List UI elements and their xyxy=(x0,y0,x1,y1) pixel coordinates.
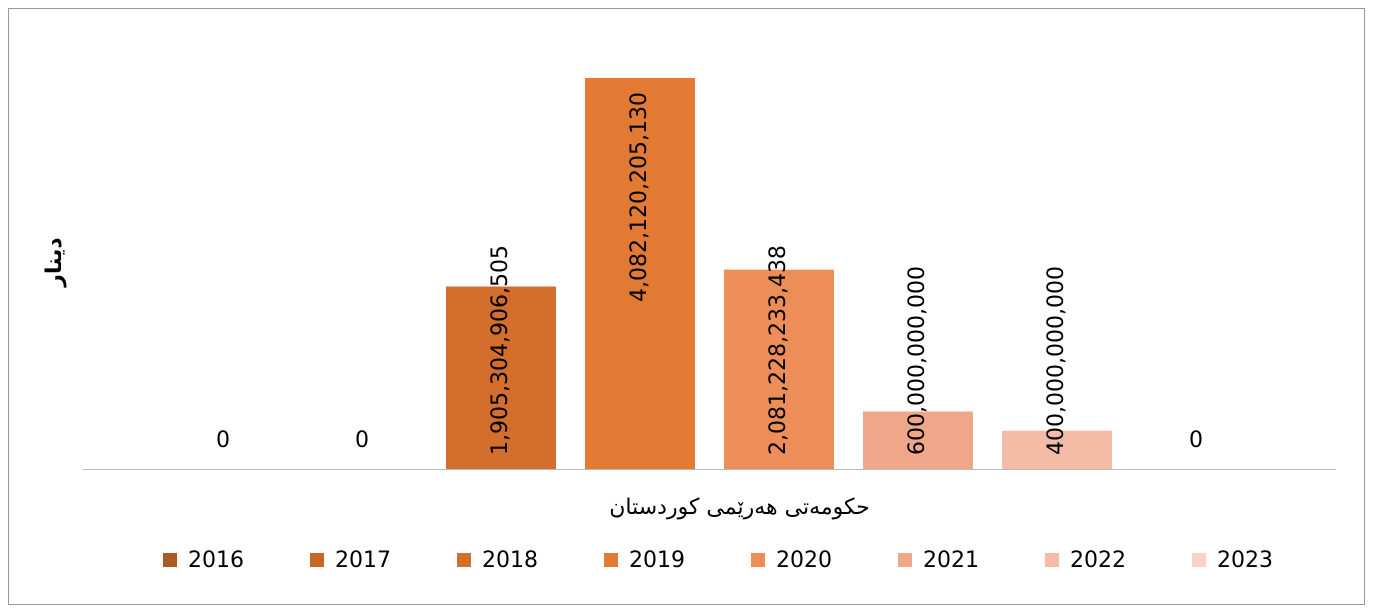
data-label: 0 xyxy=(216,428,230,453)
legend-label: 2022 xyxy=(1070,548,1126,573)
legend-swatch xyxy=(457,553,471,567)
bar xyxy=(585,78,695,470)
data-label: 600,000,000,000 xyxy=(905,266,930,455)
bar xyxy=(863,411,973,469)
legend-swatch xyxy=(163,553,177,567)
data-label: 400,000,000,000 xyxy=(1044,266,1069,455)
legend-label: 2016 xyxy=(188,548,244,573)
legend-label: 2019 xyxy=(629,548,685,573)
legend-label: 2018 xyxy=(482,548,538,573)
data-label: 0 xyxy=(1189,428,1203,453)
x-tick-label: حکومەتی هەرێمی کوردستان xyxy=(609,495,870,520)
legend-swatch xyxy=(898,553,912,567)
legend-swatch xyxy=(1045,553,1059,567)
data-label: 2,081,228,233,438 xyxy=(766,245,791,455)
legend-label: 2023 xyxy=(1217,548,1273,573)
y-axis-label: دینار xyxy=(42,237,67,287)
legend-label: 2017 xyxy=(335,548,391,573)
bar xyxy=(446,286,556,469)
legend-label: 2020 xyxy=(776,548,832,573)
bar xyxy=(724,269,834,469)
legend-swatch xyxy=(310,553,324,567)
data-label: 4,082,120,205,130 xyxy=(627,92,652,302)
data-label: 0 xyxy=(355,428,369,453)
legend-swatch xyxy=(751,553,765,567)
data-label: 1,905,304,906,505 xyxy=(488,245,513,455)
legend-swatch xyxy=(1192,553,1206,567)
bar xyxy=(1002,430,1112,469)
legend-swatch xyxy=(604,553,618,567)
legend-label: 2021 xyxy=(923,548,979,573)
